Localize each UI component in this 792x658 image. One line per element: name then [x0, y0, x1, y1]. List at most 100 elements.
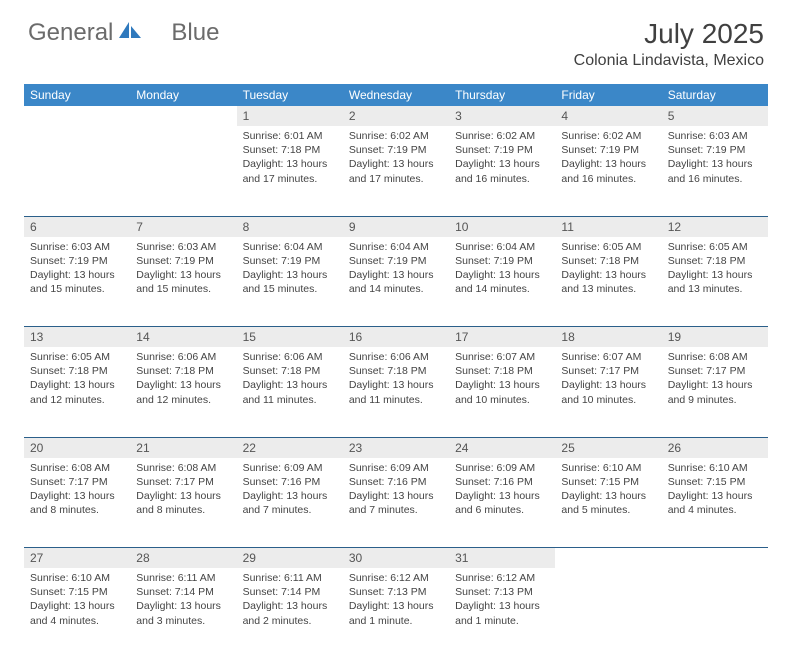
day-number-row: 2728293031 [24, 548, 768, 568]
day-content-cell: Sunrise: 6:08 AMSunset: 7:17 PMDaylight:… [24, 458, 130, 548]
day-number-cell: 8 [237, 217, 343, 237]
month-title: July 2025 [574, 18, 764, 50]
day-details: Sunrise: 6:10 AMSunset: 7:15 PMDaylight:… [24, 568, 130, 634]
day-content-cell [555, 568, 661, 658]
day-details: Sunrise: 6:11 AMSunset: 7:14 PMDaylight:… [130, 568, 236, 634]
day-number-cell: 17 [449, 327, 555, 347]
day-content-cell: Sunrise: 6:05 AMSunset: 7:18 PMDaylight:… [662, 237, 768, 327]
day-details: Sunrise: 6:12 AMSunset: 7:13 PMDaylight:… [343, 568, 449, 634]
day-number-cell: 2 [343, 106, 449, 126]
day-content-cell: Sunrise: 6:05 AMSunset: 7:18 PMDaylight:… [24, 347, 130, 437]
day-details: Sunrise: 6:08 AMSunset: 7:17 PMDaylight:… [662, 347, 768, 413]
day-content-cell: Sunrise: 6:05 AMSunset: 7:18 PMDaylight:… [555, 237, 661, 327]
day-number-row: 6789101112 [24, 217, 768, 237]
day-number-cell: 31 [449, 548, 555, 568]
day-number-cell: 12 [662, 217, 768, 237]
day-content-cell: Sunrise: 6:02 AMSunset: 7:19 PMDaylight:… [555, 126, 661, 216]
day-details: Sunrise: 6:06 AMSunset: 7:18 PMDaylight:… [237, 347, 343, 413]
day-number-cell: 5 [662, 106, 768, 126]
day-details: Sunrise: 6:02 AMSunset: 7:19 PMDaylight:… [343, 126, 449, 192]
day-number-cell: 4 [555, 106, 661, 126]
day-details: Sunrise: 6:08 AMSunset: 7:17 PMDaylight:… [24, 458, 130, 524]
day-number-cell: 6 [24, 217, 130, 237]
day-number-cell: 29 [237, 548, 343, 568]
day-details: Sunrise: 6:11 AMSunset: 7:14 PMDaylight:… [237, 568, 343, 634]
day-number-row: 12345 [24, 106, 768, 126]
day-content-cell: Sunrise: 6:04 AMSunset: 7:19 PMDaylight:… [449, 237, 555, 327]
day-number-cell: 30 [343, 548, 449, 568]
day-content-cell: Sunrise: 6:09 AMSunset: 7:16 PMDaylight:… [343, 458, 449, 548]
day-number-cell: 11 [555, 217, 661, 237]
weekday-header: Thursday [449, 84, 555, 106]
day-details: Sunrise: 6:02 AMSunset: 7:19 PMDaylight:… [449, 126, 555, 192]
day-details: Sunrise: 6:04 AMSunset: 7:19 PMDaylight:… [237, 237, 343, 303]
location-label: Colonia Lindavista, Mexico [574, 52, 764, 70]
day-details: Sunrise: 6:12 AMSunset: 7:13 PMDaylight:… [449, 568, 555, 634]
day-number-cell: 21 [130, 438, 236, 458]
day-details: Sunrise: 6:05 AMSunset: 7:18 PMDaylight:… [662, 237, 768, 303]
day-details: Sunrise: 6:09 AMSunset: 7:16 PMDaylight:… [237, 458, 343, 524]
day-number-cell: 18 [555, 327, 661, 347]
weekday-header: Saturday [662, 84, 768, 106]
day-content-cell: Sunrise: 6:10 AMSunset: 7:15 PMDaylight:… [24, 568, 130, 658]
day-content-cell: Sunrise: 6:12 AMSunset: 7:13 PMDaylight:… [343, 568, 449, 658]
day-details: Sunrise: 6:06 AMSunset: 7:18 PMDaylight:… [130, 347, 236, 413]
day-number-cell: 13 [24, 327, 130, 347]
day-number-cell [662, 548, 768, 568]
day-content-row: Sunrise: 6:03 AMSunset: 7:19 PMDaylight:… [24, 237, 768, 327]
day-details: Sunrise: 6:10 AMSunset: 7:15 PMDaylight:… [555, 458, 661, 524]
day-content-cell: Sunrise: 6:11 AMSunset: 7:14 PMDaylight:… [130, 568, 236, 658]
day-content-cell: Sunrise: 6:06 AMSunset: 7:18 PMDaylight:… [343, 347, 449, 437]
day-number-cell: 20 [24, 438, 130, 458]
day-content-cell: Sunrise: 6:03 AMSunset: 7:19 PMDaylight:… [24, 237, 130, 327]
day-details: Sunrise: 6:03 AMSunset: 7:19 PMDaylight:… [130, 237, 236, 303]
day-content-row: Sunrise: 6:08 AMSunset: 7:17 PMDaylight:… [24, 458, 768, 548]
calendar-table: SundayMondayTuesdayWednesdayThursdayFrid… [24, 84, 768, 658]
day-content-cell: Sunrise: 6:06 AMSunset: 7:18 PMDaylight:… [130, 347, 236, 437]
day-content-row: Sunrise: 6:10 AMSunset: 7:15 PMDaylight:… [24, 568, 768, 658]
day-number-cell: 3 [449, 106, 555, 126]
day-number-cell: 28 [130, 548, 236, 568]
day-number-row: 20212223242526 [24, 438, 768, 458]
day-details: Sunrise: 6:03 AMSunset: 7:19 PMDaylight:… [662, 126, 768, 192]
day-number-cell: 24 [449, 438, 555, 458]
weekday-header: Sunday [24, 84, 130, 106]
day-details: Sunrise: 6:01 AMSunset: 7:18 PMDaylight:… [237, 126, 343, 192]
day-details: Sunrise: 6:09 AMSunset: 7:16 PMDaylight:… [449, 458, 555, 524]
day-content-cell: Sunrise: 6:01 AMSunset: 7:18 PMDaylight:… [237, 126, 343, 216]
day-details: Sunrise: 6:09 AMSunset: 7:16 PMDaylight:… [343, 458, 449, 524]
day-details: Sunrise: 6:10 AMSunset: 7:15 PMDaylight:… [662, 458, 768, 524]
weekday-header: Wednesday [343, 84, 449, 106]
brand-sail-icon [117, 18, 143, 47]
day-number-cell: 1 [237, 106, 343, 126]
day-content-cell: Sunrise: 6:10 AMSunset: 7:15 PMDaylight:… [555, 458, 661, 548]
day-number-cell: 9 [343, 217, 449, 237]
title-block: July 2025 Colonia Lindavista, Mexico [574, 18, 764, 70]
brand-name-2: Blue [171, 19, 219, 47]
day-content-row: Sunrise: 6:05 AMSunset: 7:18 PMDaylight:… [24, 347, 768, 437]
day-content-cell: Sunrise: 6:11 AMSunset: 7:14 PMDaylight:… [237, 568, 343, 658]
day-content-cell: Sunrise: 6:04 AMSunset: 7:19 PMDaylight:… [343, 237, 449, 327]
day-details: Sunrise: 6:04 AMSunset: 7:19 PMDaylight:… [343, 237, 449, 303]
day-content-cell: Sunrise: 6:08 AMSunset: 7:17 PMDaylight:… [130, 458, 236, 548]
day-details: Sunrise: 6:07 AMSunset: 7:18 PMDaylight:… [449, 347, 555, 413]
weekday-header: Monday [130, 84, 236, 106]
day-details: Sunrise: 6:05 AMSunset: 7:18 PMDaylight:… [24, 347, 130, 413]
day-content-cell: Sunrise: 6:07 AMSunset: 7:18 PMDaylight:… [449, 347, 555, 437]
day-details: Sunrise: 6:08 AMSunset: 7:17 PMDaylight:… [130, 458, 236, 524]
day-number-cell [555, 548, 661, 568]
day-number-cell: 22 [237, 438, 343, 458]
day-content-cell: Sunrise: 6:02 AMSunset: 7:19 PMDaylight:… [343, 126, 449, 216]
day-details: Sunrise: 6:06 AMSunset: 7:18 PMDaylight:… [343, 347, 449, 413]
day-details: Sunrise: 6:03 AMSunset: 7:19 PMDaylight:… [24, 237, 130, 303]
day-number-cell: 25 [555, 438, 661, 458]
day-number-cell: 23 [343, 438, 449, 458]
day-content-cell: Sunrise: 6:09 AMSunset: 7:16 PMDaylight:… [237, 458, 343, 548]
page-header: General Blue July 2025 Colonia Lindavist… [0, 0, 792, 76]
day-number-cell: 15 [237, 327, 343, 347]
day-number-cell: 27 [24, 548, 130, 568]
day-details: Sunrise: 6:05 AMSunset: 7:18 PMDaylight:… [555, 237, 661, 303]
day-content-cell: Sunrise: 6:10 AMSunset: 7:15 PMDaylight:… [662, 458, 768, 548]
day-number-cell: 7 [130, 217, 236, 237]
day-details: Sunrise: 6:07 AMSunset: 7:17 PMDaylight:… [555, 347, 661, 413]
